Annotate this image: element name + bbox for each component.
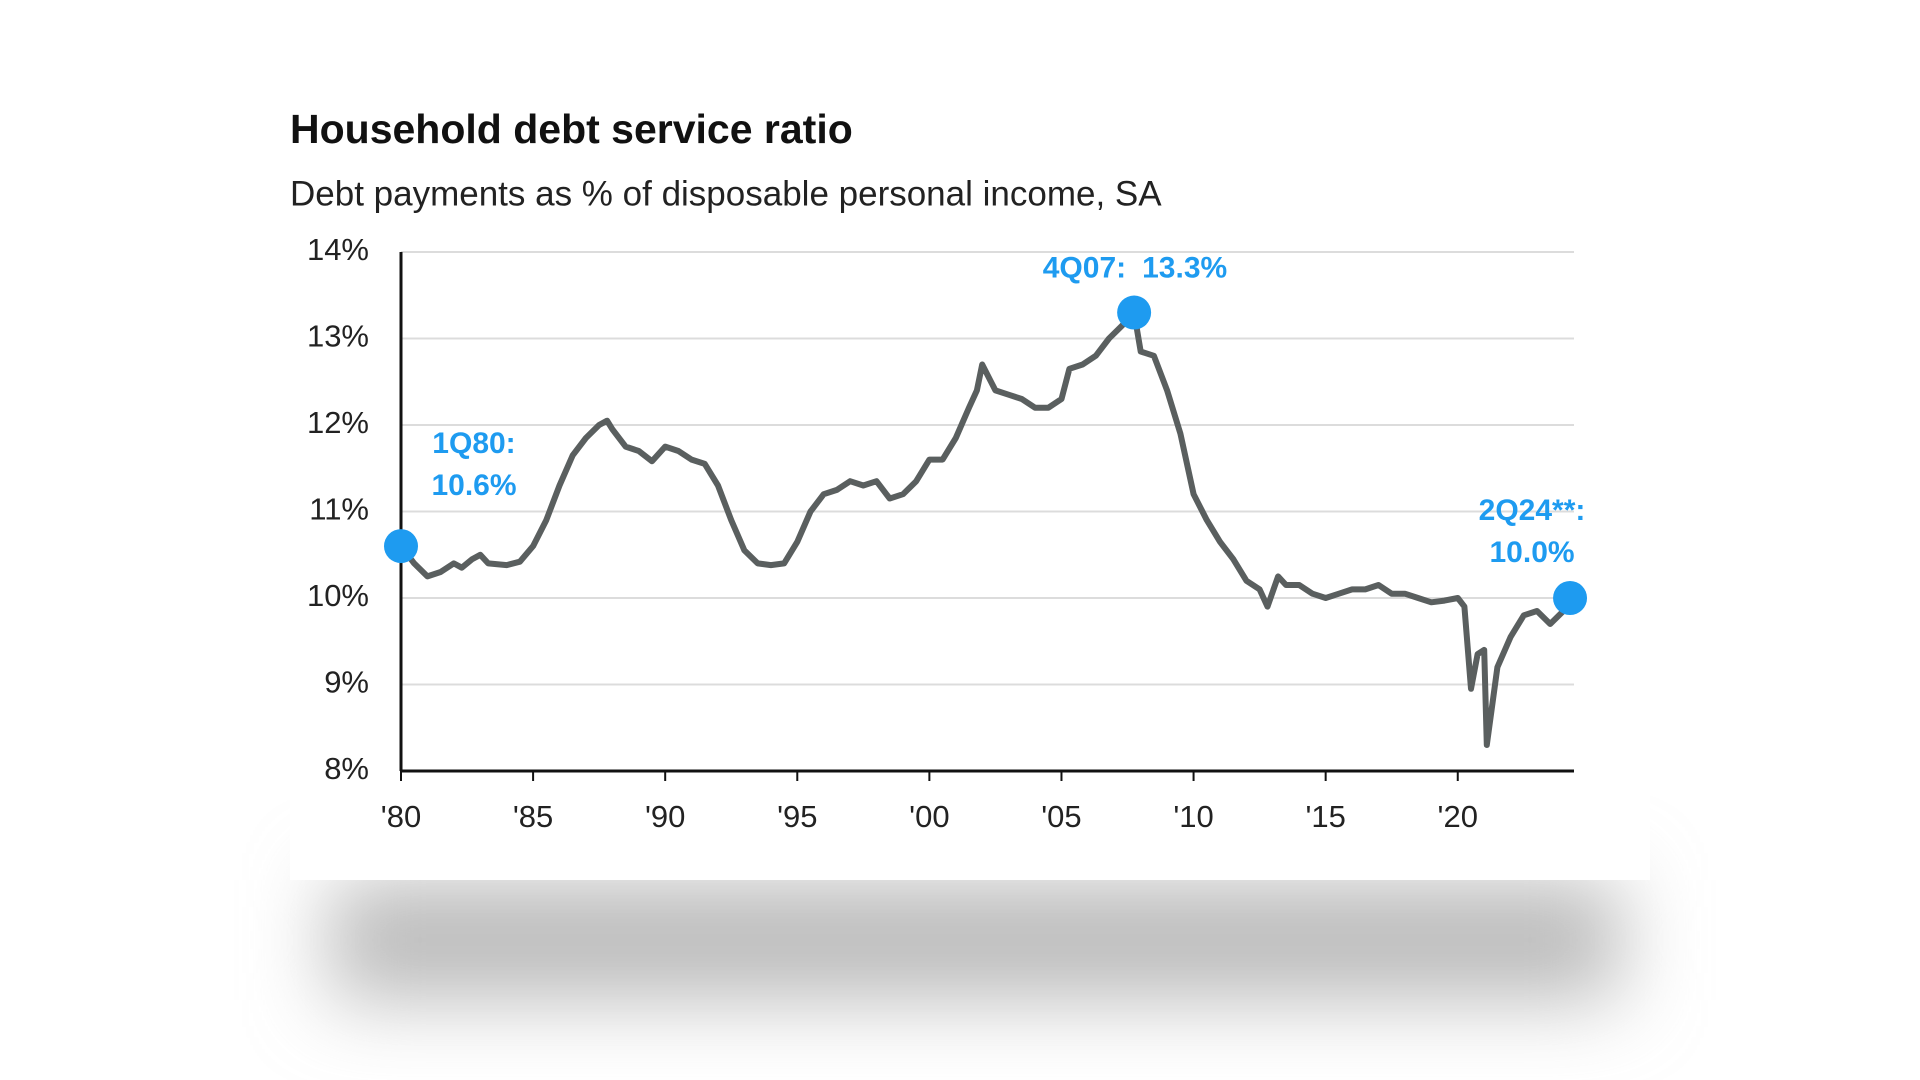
chart-title: Household debt service ratio (290, 106, 853, 152)
x-tick-label: '90 (645, 799, 685, 834)
y-tick-label: 12% (307, 405, 369, 440)
annotation-label: 1Q80: (432, 427, 515, 460)
chart-subtitle: Debt payments as % of disposable persona… (290, 174, 1162, 213)
data-line (398, 309, 1573, 748)
y-tick-label: 8% (324, 751, 369, 786)
annotation-point (1553, 581, 1588, 615)
x-tick-label: '00 (909, 799, 949, 834)
annotation-label: 2Q24**: (1479, 494, 1586, 527)
x-tick-label: '15 (1305, 799, 1345, 834)
annotation-point (1117, 295, 1152, 330)
annotation-label: 13.3% (1142, 251, 1227, 284)
x-tick-label: '20 (1438, 799, 1478, 834)
x-tick-label: '85 (513, 799, 553, 834)
card-shadow (330, 880, 1620, 1000)
card (290, 60, 1650, 880)
y-tick-label: 14% (307, 232, 369, 267)
x-tick-label: '10 (1173, 799, 1213, 834)
x-tick-label: '05 (1041, 799, 1081, 834)
annotation-label: 10.6% (431, 469, 516, 502)
annotation-point (384, 529, 418, 564)
annotation-label: 10.0% (1489, 536, 1574, 569)
y-tick-label: 11% (309, 492, 369, 527)
y-tick-label: 10% (307, 578, 369, 613)
x-tick-label: '80 (381, 799, 421, 834)
annotation-label: 4Q07: (1043, 251, 1126, 284)
y-tick-label: 9% (324, 665, 369, 700)
y-tick-label: 13% (307, 319, 369, 354)
x-tick-label: '95 (777, 799, 817, 834)
